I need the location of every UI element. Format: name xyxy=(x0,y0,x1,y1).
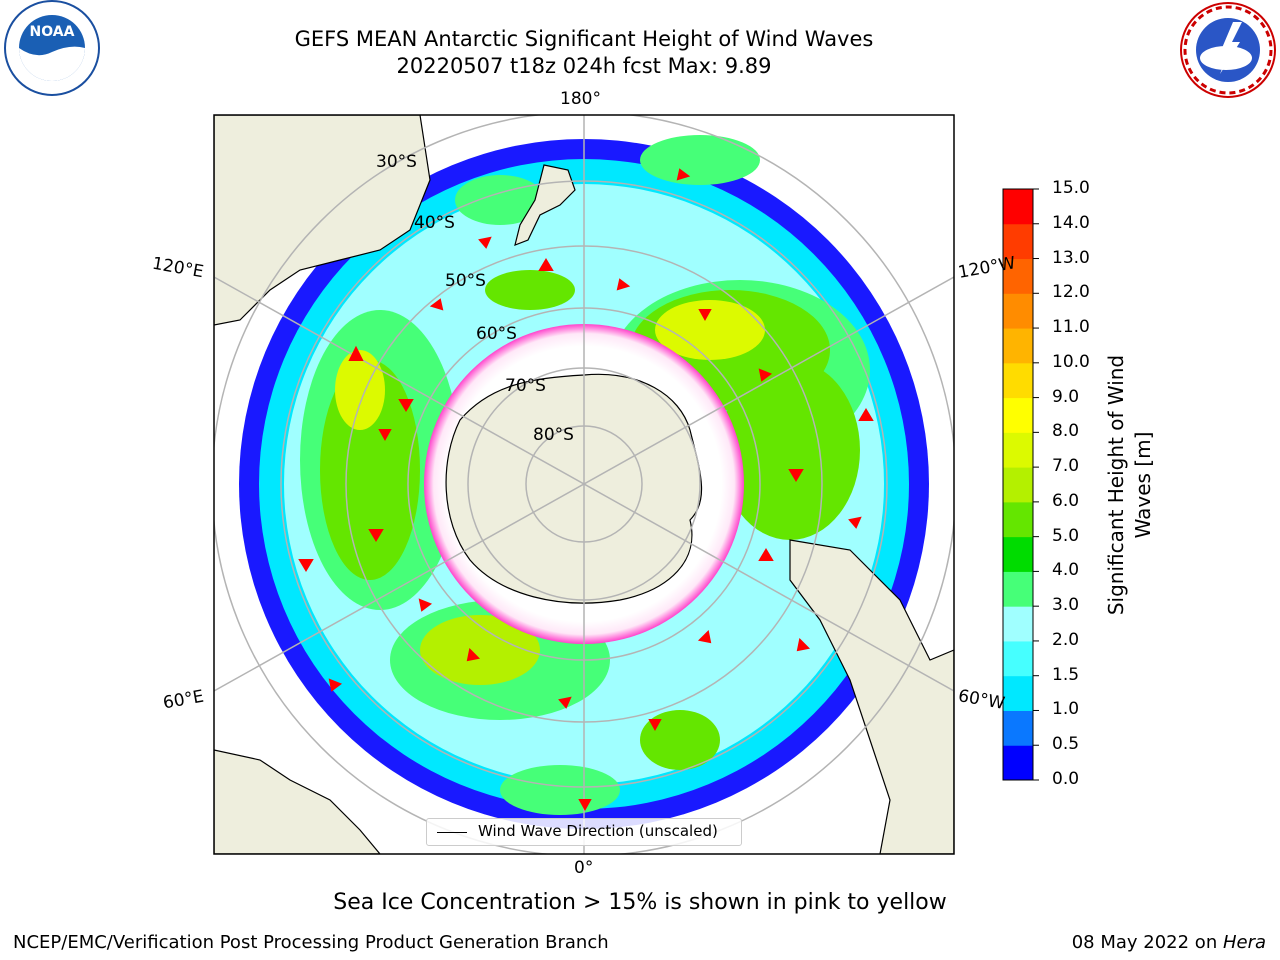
noaa-logo-text: NOAA xyxy=(30,24,75,40)
colorbar-tick-label: 15.0 xyxy=(1052,178,1090,198)
colorbar-tick-label: 11.0 xyxy=(1052,317,1090,338)
new-zealand xyxy=(514,164,576,246)
lat-label-40s: 40°S xyxy=(414,213,455,233)
colorbar-tick-label: 4.0 xyxy=(1052,560,1080,581)
colorbar-segment xyxy=(1003,189,1033,225)
colorbar-tick-label: 1.0 xyxy=(1052,699,1080,720)
africa xyxy=(214,749,381,854)
sea-ice-note: Sea Ice Concentration > 15% is shown in … xyxy=(333,890,947,915)
colorbar-tick-label: 1.5 xyxy=(1052,664,1080,685)
colorbar-tick-label: 6.0 xyxy=(1052,490,1080,511)
map-frame xyxy=(213,114,955,855)
colorbar-segment xyxy=(1003,675,1033,711)
colorbar-tick-label: 2.0 xyxy=(1052,629,1080,650)
colorbar-segment xyxy=(1003,571,1033,607)
lon-label-0: 0° xyxy=(574,858,594,878)
map-title: GEFS MEAN Antarctic Significant Height o… xyxy=(294,27,874,51)
lat-label-50s: 50°S xyxy=(445,271,486,291)
colorbar-tick-label: 8.0 xyxy=(1052,421,1080,442)
legend-label: Wind Wave Direction (unscaled) xyxy=(478,822,718,840)
colorbar-segment xyxy=(1003,536,1033,572)
colorbar-tick-label: 14.0 xyxy=(1052,212,1090,233)
legend-line-icon xyxy=(437,832,467,833)
lat-label-30s: 30°S xyxy=(376,152,417,172)
colorbar-segment xyxy=(1003,223,1033,260)
colorbar-segment xyxy=(1003,328,1033,364)
footer-date-text: 08 May 2022 on xyxy=(1071,932,1223,953)
colorbar-tick-label: 3.0 xyxy=(1052,595,1080,616)
colorbar-tick-label: 10.0 xyxy=(1052,351,1090,372)
colorbar-segment xyxy=(1003,745,1033,781)
colorbar-title: Significant Height of Wind Waves [m] xyxy=(1104,354,1155,616)
lat-label-70s: 70°S xyxy=(505,376,546,396)
colorbar-segment xyxy=(1003,432,1033,468)
map-legend: Wind Wave Direction (unscaled) xyxy=(426,818,742,846)
colorbar-segment xyxy=(1003,362,1033,399)
graticule xyxy=(214,115,954,854)
polar-map xyxy=(213,114,1039,855)
nws-logo xyxy=(1180,2,1276,98)
footer-credit: NCEP/EMC/Verification Post Processing Pr… xyxy=(13,932,609,953)
colorbar-tick-label: 13.0 xyxy=(1052,247,1090,268)
colorbar-segment xyxy=(1003,501,1033,538)
colorbar-tick-label: 0.5 xyxy=(1052,734,1080,755)
footer-host: Hera xyxy=(1222,932,1266,953)
lon-label-180: 180° xyxy=(560,89,601,109)
south-america xyxy=(789,539,954,854)
colorbar-tick-label: 7.0 xyxy=(1052,456,1080,477)
colorbar-tick-label: 9.0 xyxy=(1052,386,1080,407)
colorbar-segment xyxy=(1003,467,1033,503)
lat-label-80s: 80°S xyxy=(533,425,574,445)
noaa-logo: NOAA xyxy=(4,0,100,96)
colorbar-segment xyxy=(1003,293,1033,329)
antarctica xyxy=(445,373,703,604)
footer-date: 08 May 2022 on Hera xyxy=(1072,932,1266,953)
colorbar-segment xyxy=(1003,710,1033,746)
colorbar-frame xyxy=(1002,188,1034,781)
lat-label-60s: 60°S xyxy=(476,324,517,344)
colorbar-tick-label: 0.0 xyxy=(1052,769,1080,789)
colorbar-tick-label: 5.0 xyxy=(1052,525,1080,546)
colorbar-segment xyxy=(1003,606,1033,642)
colorbar-segment xyxy=(1003,258,1033,294)
colorbar-segment xyxy=(1003,397,1033,433)
colorbar-segment xyxy=(1003,640,1033,677)
colorbar xyxy=(1002,188,1039,781)
map-subtitle: 20220507 t18z 024h fcst Max: 9.89 xyxy=(396,54,772,78)
wave-direction-arrows xyxy=(298,168,874,812)
colorbar-tick-label: 12.0 xyxy=(1052,282,1090,303)
